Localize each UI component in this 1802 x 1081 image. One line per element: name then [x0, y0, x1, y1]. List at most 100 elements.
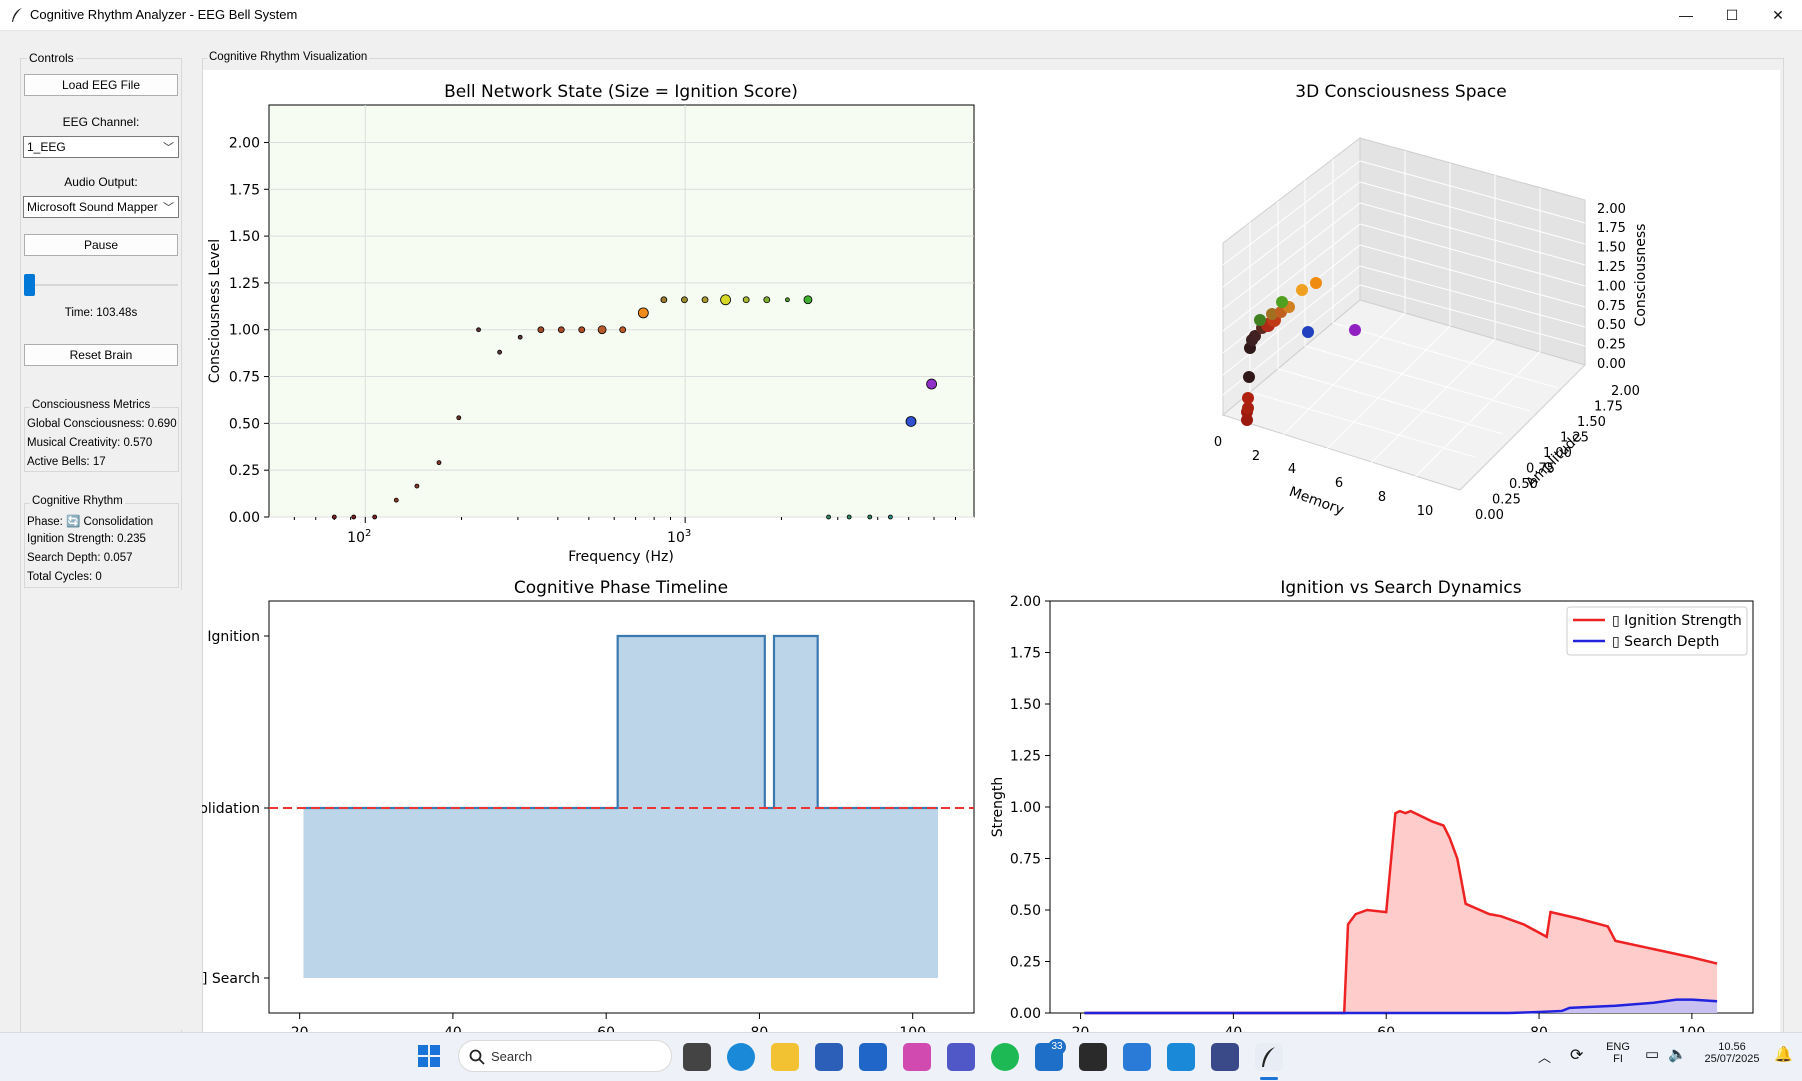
- m365-icon[interactable]: [903, 1043, 931, 1071]
- 3d-chart-title: 3D Consciousness Space: [1295, 82, 1506, 102]
- musical-creativity: Musical Creativity: 0.570: [27, 437, 153, 449]
- amplitude-tick-label: 0.75: [1526, 462, 1555, 477]
- notifications-icon[interactable]: 🔔: [1774, 1046, 1793, 1063]
- y-tick-label: olidation: [199, 801, 260, 817]
- maximize-button[interactable]: ☐: [1709, 0, 1755, 30]
- x-tick-label: 100: [899, 1025, 926, 1032]
- consciousness-tick-label: 0.75: [1597, 299, 1626, 314]
- load-eeg-button[interactable]: Load EEG File: [24, 74, 178, 96]
- time-slider-track[interactable]: [24, 284, 178, 286]
- memory-tick-label: 8: [1378, 490, 1386, 505]
- 3d-points: [1241, 277, 1361, 426]
- amplitude-tick-label: 1.50: [1577, 415, 1606, 430]
- phase-left-mask: [180, 590, 202, 1030]
- legend-search: ▯ Search Depth: [1612, 634, 1719, 650]
- mail-icon[interactable]: [859, 1043, 887, 1071]
- consciousness-tick-label: 1.00: [1597, 279, 1626, 294]
- y-tick-label: 0.25: [1010, 955, 1041, 971]
- taskbar-search[interactable]: Search: [458, 1040, 672, 1072]
- y-tick-label: Ignition: [207, 629, 260, 645]
- series-fill: [1084, 811, 1718, 1013]
- consciousness-tick-label: 2.00: [1597, 202, 1626, 217]
- network-icon[interactable]: ▭: [1645, 1046, 1660, 1063]
- language-indicator[interactable]: ENG FI: [1603, 1041, 1633, 1065]
- consciousness-tick-label: 1.50: [1597, 241, 1626, 256]
- audio-output-value: Microsoft Sound Mapper: [27, 200, 158, 214]
- tray-chevron-icon[interactable]: ︿: [1538, 1050, 1552, 1065]
- 3d-consciousness-label: Consciousness: [1633, 224, 1649, 327]
- window-title: Cognitive Rhythm Analyzer - EEG Bell Sys…: [30, 7, 298, 22]
- pause-button[interactable]: Pause: [24, 234, 178, 256]
- bell-point: [476, 327, 481, 333]
- x-tick-label: 60: [597, 1025, 615, 1032]
- region-code: FI: [1613, 1053, 1623, 1065]
- clock[interactable]: 10.56 25/07/2025: [1697, 1041, 1767, 1065]
- dynamics-chart-title: Ignition vs Search Dynamics: [1280, 578, 1521, 598]
- bell-chart-xlabel: Frequency (Hz): [568, 549, 674, 565]
- terminal-icon[interactable]: [1079, 1043, 1107, 1071]
- y-tick-label: 0.00: [229, 510, 260, 526]
- clock-time: 10.56: [1718, 1041, 1746, 1053]
- task-view-icon[interactable]: [683, 1043, 711, 1071]
- x-tick-label: 103: [667, 528, 691, 546]
- bell-point: [393, 497, 399, 503]
- sync-icon[interactable]: ⟳: [1570, 1047, 1584, 1064]
- consciousness-metrics-label: Consciousness Metrics: [30, 399, 153, 411]
- close-button[interactable]: ✕: [1755, 0, 1801, 30]
- 3d-point: [1242, 392, 1254, 404]
- 3d-consciousness-ticks: 0.00 0.25 0.50 0.75 1.00 1.25 1.50 1.75 2.00: [1597, 202, 1626, 372]
- store-icon[interactable]: [815, 1043, 843, 1071]
- reset-brain-button[interactable]: Reset Brain: [24, 344, 178, 366]
- 3d-amplitude-ticks: 0.000.250.500.751.001.251.501.752.00: [1475, 384, 1640, 523]
- bell-point: [701, 296, 709, 304]
- 3d-point: [1302, 326, 1314, 338]
- amplitude-tick-label: 1.75: [1594, 400, 1623, 415]
- bell-chart-points: [331, 294, 938, 520]
- total-cycles-value: Total Cycles: 0: [27, 571, 102, 583]
- bell-chart-x-ticks: 102 103: [293, 517, 956, 546]
- bell-point: [372, 514, 378, 520]
- minimize-button[interactable]: —: [1663, 0, 1709, 30]
- notepad-icon[interactable]: [1123, 1043, 1151, 1071]
- taskbar-search-placeholder: Search: [491, 1049, 533, 1064]
- x-tick-label: 80: [751, 1025, 769, 1032]
- audio-output-select[interactable]: Microsoft Sound Mapper ﹀: [23, 196, 179, 218]
- bell-point: [619, 326, 627, 334]
- eeg-channel-select[interactable]: 1_EEG ﹀: [23, 136, 179, 158]
- edge-icon[interactable]: [727, 1043, 755, 1071]
- bell-point: [517, 334, 523, 340]
- x-tick-label: 60: [1377, 1025, 1395, 1032]
- python-app-icon[interactable]: [1255, 1043, 1283, 1071]
- spotify-icon[interactable]: [991, 1043, 1019, 1071]
- clock-date: 25/07/2025: [1704, 1053, 1760, 1065]
- y-tick-label: 1.75: [1010, 646, 1041, 662]
- 3d-axes-panes: [1221, 136, 1586, 491]
- memory-tick-label: 2: [1252, 449, 1260, 464]
- start-icon[interactable]: [418, 1045, 440, 1067]
- amplitude-tick-label: 2.00: [1611, 384, 1640, 399]
- bell-chart-plot-area: [268, 104, 975, 518]
- bell-point: [537, 326, 545, 334]
- memory-tick-label: 0: [1214, 435, 1222, 450]
- vscode-icon[interactable]: [1167, 1043, 1195, 1071]
- file-explorer-icon[interactable]: [771, 1043, 799, 1071]
- y-tick-label: 1.00: [1010, 800, 1041, 816]
- teams-icon[interactable]: [947, 1043, 975, 1071]
- window-title-bar: Cognitive Rhythm Analyzer - EEG Bell Sys…: [0, 0, 1802, 31]
- volume-icon[interactable]: 🔈: [1668, 1046, 1687, 1063]
- dynamics-series: [1084, 809, 1718, 1015]
- ignition-strength-value: Ignition Strength: 0.235: [27, 533, 146, 545]
- amplitude-tick-label: 1.00: [1543, 446, 1572, 461]
- y-tick-label: 0.50: [1010, 903, 1041, 919]
- time-slider-thumb[interactable]: [24, 274, 35, 296]
- y-tick-label: 1.50: [229, 229, 260, 245]
- y-tick-label: 1.00: [229, 323, 260, 339]
- y-tick-label: 1.25: [1010, 749, 1041, 765]
- bell-point: [578, 326, 586, 334]
- bell-chart-title: Bell Network State (Size = Ignition Scor…: [444, 82, 798, 102]
- editor-icon[interactable]: [1211, 1043, 1239, 1071]
- bell-point: [436, 460, 442, 466]
- y-tick-label: 1.25: [229, 276, 260, 292]
- bell-point: [597, 325, 607, 335]
- 3d-point: [1242, 402, 1254, 414]
